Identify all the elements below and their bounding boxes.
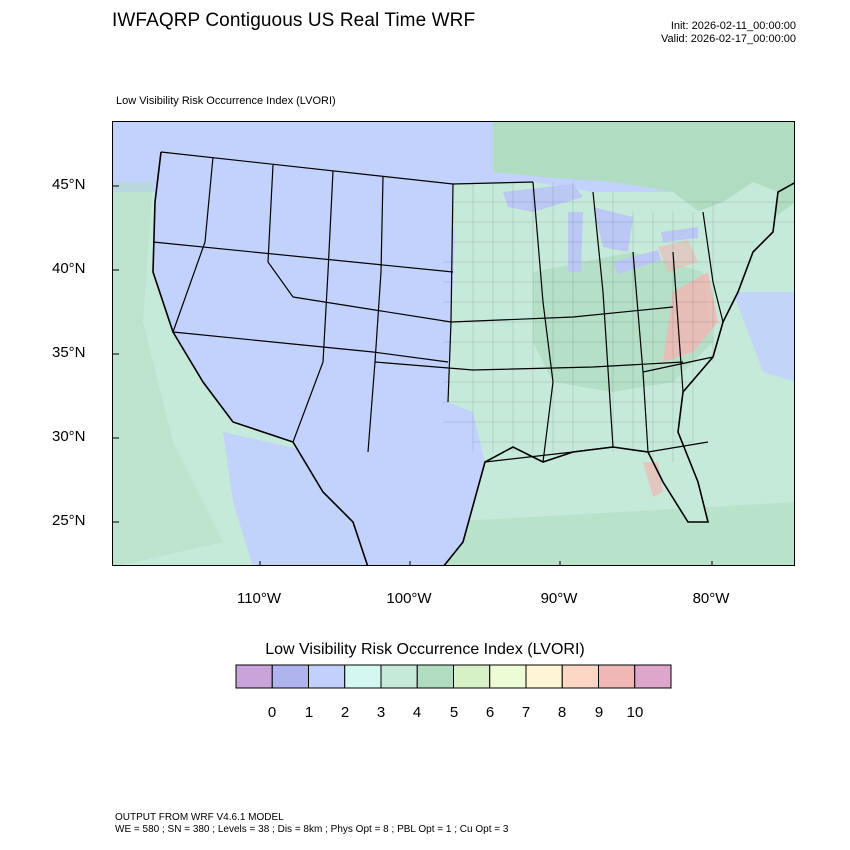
pa-peak — [658, 240, 698, 272]
colorbar-swatch-4 — [380, 664, 418, 689]
lake-erie — [613, 250, 661, 274]
colorbar-label-3: 3 — [376, 704, 386, 721]
model-config: WE = 580 ; SN = 380 ; Levels = 38 ; Dis … — [115, 824, 509, 835]
colorbar-swatch-5 — [416, 664, 454, 689]
lon-label-80w: 80°W — [692, 590, 730, 607]
colorbar-swatch-0 — [235, 664, 273, 689]
colorbar-label-2: 2 — [340, 704, 350, 721]
lat-label-40n: 40°N — [52, 260, 86, 277]
appalachian-peak — [663, 272, 718, 362]
colorbar-label-7: 7 — [521, 704, 531, 721]
lake-michigan — [568, 212, 583, 272]
atlantic-blue-patch — [733, 292, 794, 382]
lat-label-45n: 45°N — [52, 176, 86, 193]
lake-ontario — [661, 227, 698, 242]
colorbar-label-10: 10 — [626, 704, 644, 721]
lake-huron — [593, 207, 633, 252]
lon-label-110w: 110°W — [236, 590, 282, 607]
colorbar-swatch-11 — [634, 664, 672, 689]
colorbar-swatch-9 — [561, 664, 599, 689]
county-texture — [443, 182, 794, 462]
pacific-dark-band — [113, 182, 223, 565]
map-frame — [112, 121, 795, 566]
colorbar-label-8: 8 — [557, 704, 567, 721]
lat-label-30n: 30°N — [52, 428, 86, 445]
west-land — [153, 152, 485, 565]
colorbar-label-6: 6 — [485, 704, 495, 721]
map-ticks — [113, 185, 713, 565]
us-map — [113, 122, 794, 565]
model-version: OUTPUT FROM WRF V4.6.1 MODEL — [115, 812, 284, 823]
colorbar-label-1: 1 — [304, 704, 314, 721]
plot-title: IWFAQRP Contiguous US Real Time WRF — [112, 10, 476, 31]
colorbar-swatch-6 — [453, 664, 491, 689]
colorbar-swatch-8 — [525, 664, 563, 689]
lat-label-35n: 35°N — [52, 344, 86, 361]
lake-superior — [503, 184, 583, 212]
colorbar — [235, 664, 672, 689]
run-metadata: Init: 2026-02-11_00:00:00 Valid: 2026-02… — [661, 20, 796, 46]
lon-label-100w: 100°W — [386, 590, 432, 607]
colorbar-swatch-2 — [308, 664, 346, 689]
colorbar-label-4: 4 — [412, 704, 422, 721]
colorbar-swatch-10 — [598, 664, 636, 689]
colorbar-swatch-7 — [489, 664, 527, 689]
colorbar-label-9: 9 — [594, 704, 604, 721]
colorbar-title: Low Visibility Risk Occurrence Index (LV… — [265, 641, 585, 658]
colorbar-swatch-3 — [344, 664, 382, 689]
valid-time: Valid: 2026-02-17_00:00:00 — [661, 33, 796, 45]
mexico-land — [223, 432, 413, 565]
coastline — [152, 151, 794, 565]
colorbar-label-0: 0 — [267, 704, 277, 721]
colorbar-label-5: 5 — [449, 704, 459, 721]
field-subtitle: Low Visibility Risk Occurrence Index (LV… — [116, 95, 336, 107]
colorbar-swatch-1 — [271, 664, 309, 689]
lon-label-90w: 90°W — [540, 590, 578, 607]
lat-label-25n: 25°N — [52, 512, 86, 529]
model-footer: OUTPUT FROM WRF V4.6.1 MODEL WE = 580 ; … — [115, 812, 508, 836]
init-time: Init: 2026-02-11_00:00:00 — [670, 20, 796, 32]
